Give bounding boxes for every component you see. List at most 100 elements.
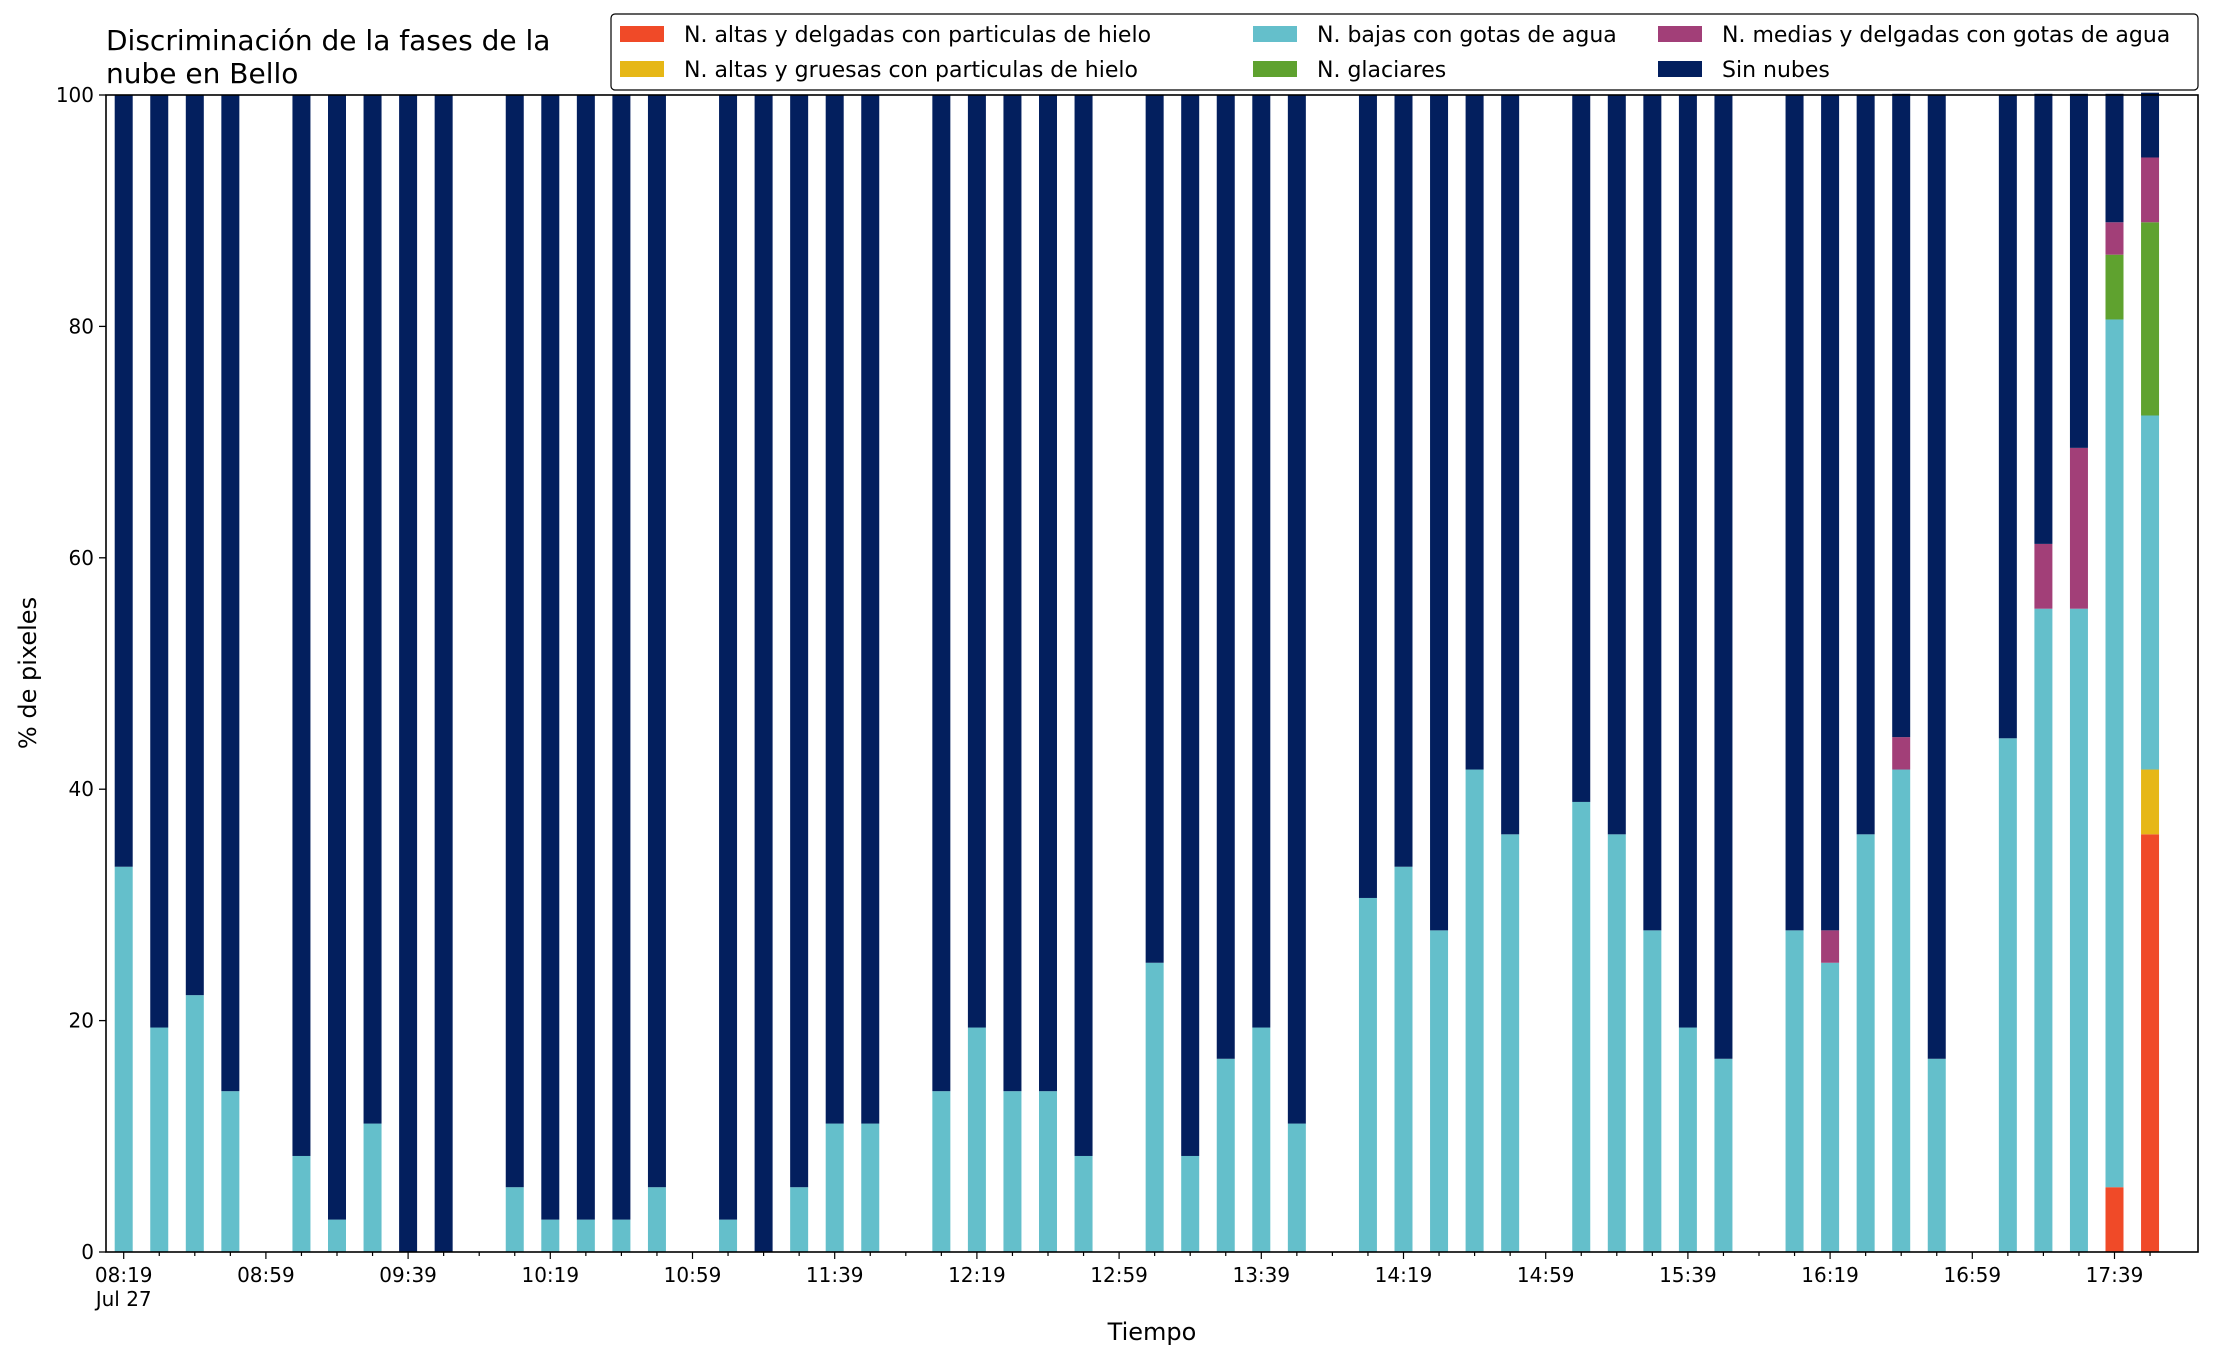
y-tick-label: 80 xyxy=(69,314,94,338)
bar-segment-s2-1529 xyxy=(1643,930,1662,1252)
bar-segment-s2-1409 xyxy=(1358,897,1377,1252)
bar-segment-s1-1749 xyxy=(2141,769,2160,835)
bar-segment-s5-1309 xyxy=(1145,95,1164,963)
bar-segment-s5-0829 xyxy=(150,95,169,1028)
x-tick-label: 13:39 xyxy=(1232,1263,1290,1287)
bar-segment-s4-1729 xyxy=(2069,447,2088,609)
bar-segment-s2-1419 xyxy=(1394,866,1413,1252)
bar-segment-s5-1509 xyxy=(1572,95,1591,802)
legend-swatch xyxy=(1253,26,1297,42)
bar-segment-s5-1219 xyxy=(967,95,986,1028)
legend-items: N. altas y delgadas con particulas de hi… xyxy=(620,23,2170,83)
bar-segment-s5-1249 xyxy=(1074,95,1093,1156)
bar-segment-s5-1049 xyxy=(647,95,666,1188)
bar-segment-s2-0919 xyxy=(328,1219,346,1252)
bar-segment-s5-1409 xyxy=(1358,95,1377,898)
chart-title-line-1: Discriminación de la fases de la xyxy=(106,24,550,57)
legend-label: N. glaciares xyxy=(1317,58,1446,83)
bar-segment-s4-1619 xyxy=(1821,930,1840,963)
bar-segment-s2-1219 xyxy=(967,1027,986,1252)
bar-segment-s2-1239 xyxy=(1039,1091,1057,1252)
bar-segment-s5-0919 xyxy=(328,95,346,1220)
legend-label: Sin nubes xyxy=(1722,58,1830,83)
x-tick-label: 10:19 xyxy=(521,1263,579,1287)
bar-segment-s5-1749 xyxy=(2141,92,2160,158)
bar-segment-s5-1649 xyxy=(1927,95,1946,1059)
bar-segment-s5-1519 xyxy=(1607,95,1626,835)
y-tick-label: 60 xyxy=(69,546,94,570)
bar-segment-s5-1739 xyxy=(2105,93,2124,223)
bar-segment-s2-0929 xyxy=(363,1123,382,1252)
bar-segment-s2-1349 xyxy=(1287,1123,1306,1252)
legend-swatch xyxy=(1658,26,1702,42)
y-tick-label: 20 xyxy=(69,1009,94,1033)
x-tick-label: 14:19 xyxy=(1375,1263,1433,1287)
bar-segment-s5-1539 xyxy=(1678,95,1697,1028)
bar-segment-s4-1749 xyxy=(2141,157,2160,223)
bar-segment-s2-0909 xyxy=(292,1155,311,1252)
bar-segment-s3-1739 xyxy=(2105,254,2124,320)
bar-segment-s5-1209 xyxy=(932,95,951,1092)
bars-layer xyxy=(114,92,2160,1252)
bar-segment-s4-1739 xyxy=(2105,222,2124,255)
bar-segment-s5-1319 xyxy=(1181,95,1200,1156)
bar-segment-s2-1429 xyxy=(1430,930,1449,1252)
x-axis-label: Tiempo xyxy=(1107,1318,1197,1346)
legend-label: N. altas y gruesas con particulas de hie… xyxy=(684,58,1138,83)
bar-segment-s5-1439 xyxy=(1465,95,1484,770)
bar-segment-s2-1649 xyxy=(1927,1058,1946,1252)
x-tick-label: 10:59 xyxy=(664,1263,722,1287)
bar-segment-s5-1349 xyxy=(1287,95,1306,1124)
legend: N. altas y delgadas con particulas de hi… xyxy=(610,13,2199,91)
x-tick-label: 11:39 xyxy=(806,1263,864,1287)
bar-segment-s5-1529 xyxy=(1643,95,1662,931)
bar-segment-s5-1149 xyxy=(861,95,880,1124)
bar-segment-s5-1419 xyxy=(1394,95,1413,867)
bar-segment-s2-0849 xyxy=(221,1091,240,1252)
x-tick-label: 15:39 xyxy=(1659,1263,1717,1287)
y-axis: 0 20 40 60 80 100 xyxy=(56,83,106,1264)
x-tick-label: 16:59 xyxy=(1943,1263,2001,1287)
bar-segment-s2-1539 xyxy=(1678,1027,1697,1252)
bar-segment-s2-1739 xyxy=(2105,319,2124,1188)
bar-segment-s2-1109 xyxy=(719,1219,738,1252)
x-tick-label: 12:59 xyxy=(1090,1263,1148,1287)
bar-segment-s2-1639 xyxy=(1892,769,1911,1252)
plot-frame xyxy=(105,94,2199,1253)
bar-segment-s5-1709 xyxy=(1998,95,2017,739)
x-tick-sublabel: Jul 27 xyxy=(94,1287,152,1311)
chart-title-line-2: nube en Bello xyxy=(106,57,298,90)
x-tick-label: 14:59 xyxy=(1517,1263,1575,1287)
x-tick-label: 16:19 xyxy=(1801,1263,1859,1287)
bar-segment-s2-1139 xyxy=(825,1123,844,1252)
bar-segment-s2-1029 xyxy=(576,1219,595,1252)
bar-segment-s5-1729 xyxy=(2069,93,2088,448)
bar-segment-s5-1139 xyxy=(825,95,844,1124)
bar-segment-s2-1039 xyxy=(612,1219,631,1252)
bar-segment-s2-0819 xyxy=(114,866,133,1252)
bar-segment-s2-1229 xyxy=(1003,1091,1022,1252)
bar-segment-s5-1129 xyxy=(790,95,809,1188)
bar-segment-s5-0949 xyxy=(434,95,453,1252)
bar-segment-s5-1019 xyxy=(541,95,560,1220)
bar-segment-s4-1719 xyxy=(2034,543,2053,609)
bar-segment-s2-1309 xyxy=(1145,962,1164,1252)
x-tick-label: 17:39 xyxy=(2086,1263,2144,1287)
bar-segment-s2-1209 xyxy=(932,1091,951,1252)
bar-segment-s2-1049 xyxy=(647,1187,666,1252)
x-tick-label: 09:39 xyxy=(379,1263,437,1287)
bar-segment-s5-0819 xyxy=(114,95,133,867)
bar-segment-s5-1719 xyxy=(2034,93,2053,544)
bar-segment-s2-1749 xyxy=(2141,415,2160,770)
legend-box xyxy=(610,13,2199,91)
bar-segment-s2-1619 xyxy=(1821,962,1840,1252)
bar-segment-s2-1009 xyxy=(505,1187,524,1252)
bar-segment-s2-1129 xyxy=(790,1187,809,1252)
bar-segment-s5-1239 xyxy=(1039,95,1057,1092)
bar-segment-s5-1329 xyxy=(1216,95,1235,1059)
bar-segment-s5-1549 xyxy=(1714,95,1733,1059)
bar-segment-s5-1039 xyxy=(612,95,631,1220)
bar-segment-s5-1339 xyxy=(1252,95,1271,1028)
y-tick-label: 0 xyxy=(81,1240,94,1264)
legend-swatch xyxy=(1253,61,1297,77)
